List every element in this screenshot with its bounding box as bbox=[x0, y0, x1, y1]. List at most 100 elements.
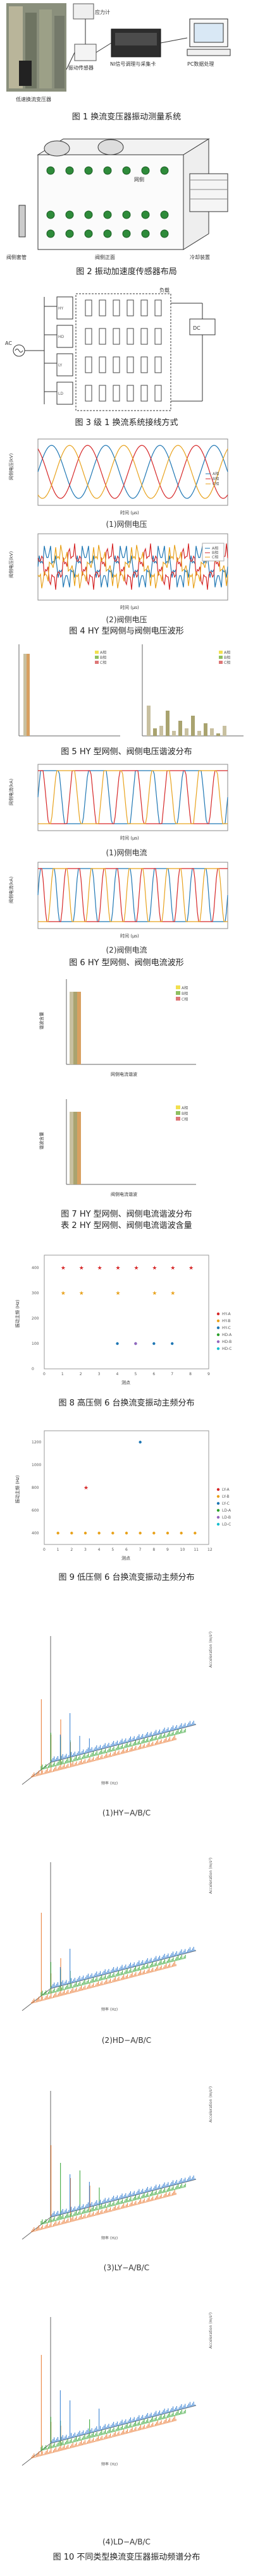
fig4b-xlabel: 时间 (μs) bbox=[120, 605, 139, 610]
thyristor-valve bbox=[126, 356, 134, 373]
data-point: ★ bbox=[133, 1265, 139, 1272]
sensor-dot bbox=[65, 166, 74, 175]
y-tick-label: 1200 bbox=[32, 1440, 41, 1445]
figure-6: 网侧电流(kA) 时间 (μs) (1)网侧电流 阀侧电流(kA) 时间 (μs… bbox=[0, 761, 253, 970]
fig7-top-xlabel: 网侧电流谐波 bbox=[111, 1071, 137, 1077]
harmonic-bar bbox=[166, 711, 170, 736]
label-cooler: 冷却装置 bbox=[190, 254, 210, 260]
data-point bbox=[56, 1531, 59, 1535]
sensor-dot bbox=[84, 210, 93, 219]
transformer-winding bbox=[56, 296, 73, 320]
sensor-dot bbox=[160, 166, 169, 175]
y-axis-label: Acceleration (m/s²) bbox=[209, 1632, 213, 1668]
fig10c-subcaption: (3)LY−A/B/C bbox=[103, 2263, 150, 2272]
label-dc: DC bbox=[193, 325, 201, 331]
plot-area bbox=[44, 1255, 209, 1369]
fig6b-subcaption: (2)阀侧电流 bbox=[106, 946, 147, 954]
sensor-dots bbox=[46, 166, 169, 238]
figure-1-caption: 图 1 换流变压器振动测量系统 bbox=[71, 112, 182, 122]
data-point: ★ bbox=[188, 1265, 194, 1272]
legend-label: LY-C bbox=[222, 1502, 230, 1506]
legend-marker bbox=[216, 1488, 220, 1491]
phase-waveform bbox=[37, 546, 228, 587]
data-point: ★ bbox=[83, 1485, 89, 1491]
legend-label: HD-A bbox=[222, 1333, 232, 1337]
phase-waveform bbox=[37, 445, 228, 499]
svg-text:C相: C相 bbox=[100, 660, 106, 665]
svg-text:C相: C相 bbox=[224, 660, 230, 665]
fig5-right-legend: A相 B相 C相 bbox=[219, 650, 230, 665]
x-tick-label: 4 bbox=[98, 1548, 101, 1552]
thyristor-valve bbox=[140, 299, 148, 316]
legend-marker bbox=[216, 1508, 220, 1512]
label-grid-side: 网侧 bbox=[134, 176, 144, 183]
harmonic-bar bbox=[210, 728, 214, 736]
svg-text:C相: C相 bbox=[212, 555, 218, 560]
harmonic-bar bbox=[204, 723, 207, 736]
harmonic-bar bbox=[172, 731, 176, 736]
fig10b-subcaption: (2)HD−A/B/C bbox=[101, 2036, 152, 2045]
transformer-winding bbox=[56, 353, 73, 376]
winding-label: HY bbox=[58, 306, 64, 311]
fig4b-subcaption: (2)阀侧电压 bbox=[106, 615, 147, 624]
wiring-diagram: HY HD LY LD AC DC 负载 bbox=[5, 287, 216, 411]
fig7-top-ylabel: 谐波含量 bbox=[39, 1012, 44, 1030]
data-point: ★ bbox=[61, 1265, 66, 1272]
harmonic-bar bbox=[223, 726, 226, 736]
fig8-scatter-plot: 0 1 2 3 4 5 6 7 8 9 0 100 200 300 400 振动主频 (Hz) 测点 ★ ★ ★ ★ ★ ★… bbox=[15, 1255, 232, 1385]
voltage-harmonics-plots: A相 B相 C相 A相 B相 C相 bbox=[18, 644, 244, 737]
svg-text:A相: A相 bbox=[213, 471, 219, 476]
legend-marker bbox=[216, 1502, 220, 1505]
legend-marker bbox=[216, 1326, 220, 1330]
sensor-dot bbox=[160, 229, 169, 238]
label-stress-gauge: 应力计 bbox=[95, 9, 110, 15]
figure-6-caption: 图 6 HY 型网侧、阀侧电流波形 bbox=[69, 958, 184, 968]
x-axis-label: 频率 (Hz) bbox=[101, 2462, 118, 2467]
data-point bbox=[171, 1342, 174, 1345]
thyristor-valve bbox=[140, 328, 148, 345]
svg-text:B相: B相 bbox=[100, 655, 106, 660]
fig7-top-legend: A相 B相 C相 bbox=[176, 985, 188, 1002]
legend-marker bbox=[216, 1522, 220, 1526]
thyristor-valve bbox=[126, 299, 134, 316]
data-point: ★ bbox=[152, 1265, 157, 1272]
data-point bbox=[116, 1342, 119, 1345]
thyristor-valve bbox=[140, 356, 148, 373]
ly-spectrum-plot: Acceleration (m/s²) 频率 (Hz) bbox=[22, 2086, 213, 2241]
sensor-dot bbox=[84, 229, 93, 238]
transformer-winding bbox=[56, 325, 73, 348]
thyristor-valve bbox=[126, 328, 134, 345]
svg-text:A相: A相 bbox=[100, 650, 106, 655]
sensor-dot bbox=[46, 210, 55, 219]
figure-9: 0 1 2 3 4 5 6 7 8 9 10 11 12 400 600 800 1000 1200 振动主频 (H… bbox=[0, 1421, 253, 1592]
fig4a-xlabel: 时间 (μs) bbox=[120, 510, 139, 515]
fig6b-xlabel: 时间 (μs) bbox=[120, 933, 139, 939]
x-axis-label: 测点 bbox=[121, 1556, 130, 1561]
sensor-dot bbox=[122, 229, 131, 238]
sensor-dot bbox=[65, 229, 74, 238]
winding-label: LY bbox=[58, 363, 63, 368]
harmonic-bar bbox=[159, 726, 163, 736]
thyristor-valve bbox=[154, 299, 162, 316]
data-point bbox=[97, 1531, 101, 1535]
svg-text:A相: A相 bbox=[224, 650, 230, 655]
phase-waveform bbox=[38, 868, 228, 922]
y-axis-label: Acceleration (m/s²) bbox=[209, 2313, 213, 2349]
data-point: ★ bbox=[170, 1265, 175, 1272]
svg-text:C相: C相 bbox=[182, 1117, 188, 1122]
data-point bbox=[152, 1531, 156, 1535]
grid-current-plot: 网侧电流(kA) 时间 (μs) bbox=[8, 764, 228, 841]
data-point bbox=[111, 1531, 114, 1535]
legend-label: HY-A bbox=[222, 1312, 231, 1316]
data-point: ★ bbox=[152, 1291, 157, 1297]
legend-marker bbox=[216, 1312, 220, 1316]
fig6a-subcaption: (1)网侧电流 bbox=[106, 848, 147, 857]
harmonic-bar bbox=[23, 654, 27, 736]
data-point bbox=[194, 1531, 197, 1535]
y-tick-label: 1000 bbox=[32, 1463, 41, 1467]
x-tick-label: 2 bbox=[80, 1372, 82, 1376]
data-point bbox=[166, 1531, 170, 1535]
thyristor-valve bbox=[99, 299, 106, 316]
legend-marker bbox=[216, 1340, 220, 1344]
figure-7-caption: 图 7 HY 型网侧、阀侧电流谐波分布 bbox=[61, 1210, 192, 1219]
